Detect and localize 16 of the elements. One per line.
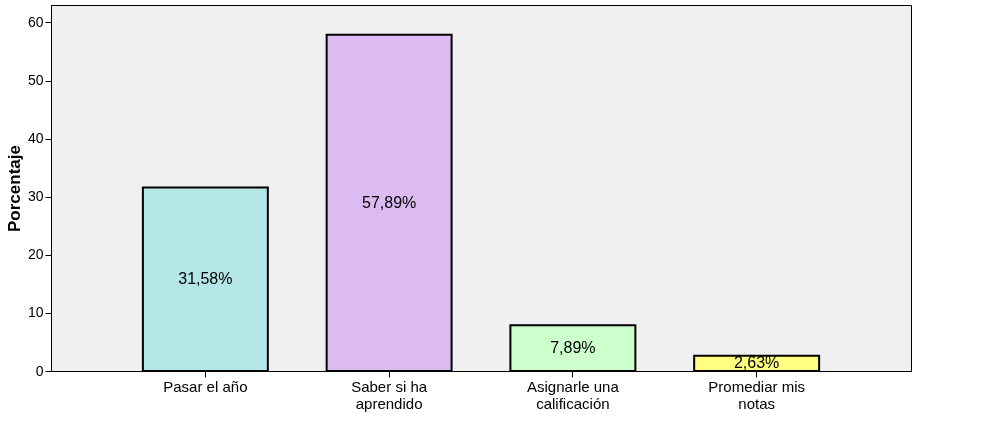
y-tick-label: 60 [27, 13, 44, 30]
data-label: 57,89% [361, 193, 417, 211]
data-label: 31,58% [178, 270, 233, 288]
y-axis-title: Porcentaje [4, 145, 24, 232]
y-tick-label: 40 [27, 130, 44, 147]
x-tick-label: Pasar el año [163, 377, 248, 395]
y-tick-label: 30 [27, 188, 44, 205]
y-tick-label: 10 [27, 304, 44, 321]
data-label: 7,89% [550, 339, 596, 357]
x-tick-label: Promediar mis notas [708, 377, 805, 412]
x-tick-label: Saber si ha aprendido [351, 377, 428, 412]
y-tick-label: 50 [27, 72, 44, 89]
data-label: 2,63% [733, 354, 780, 372]
y-tick-label: 20 [27, 246, 44, 263]
x-tick-label: Asignarle una calificación [527, 377, 620, 412]
y-tick-label: 0 [35, 362, 44, 379]
